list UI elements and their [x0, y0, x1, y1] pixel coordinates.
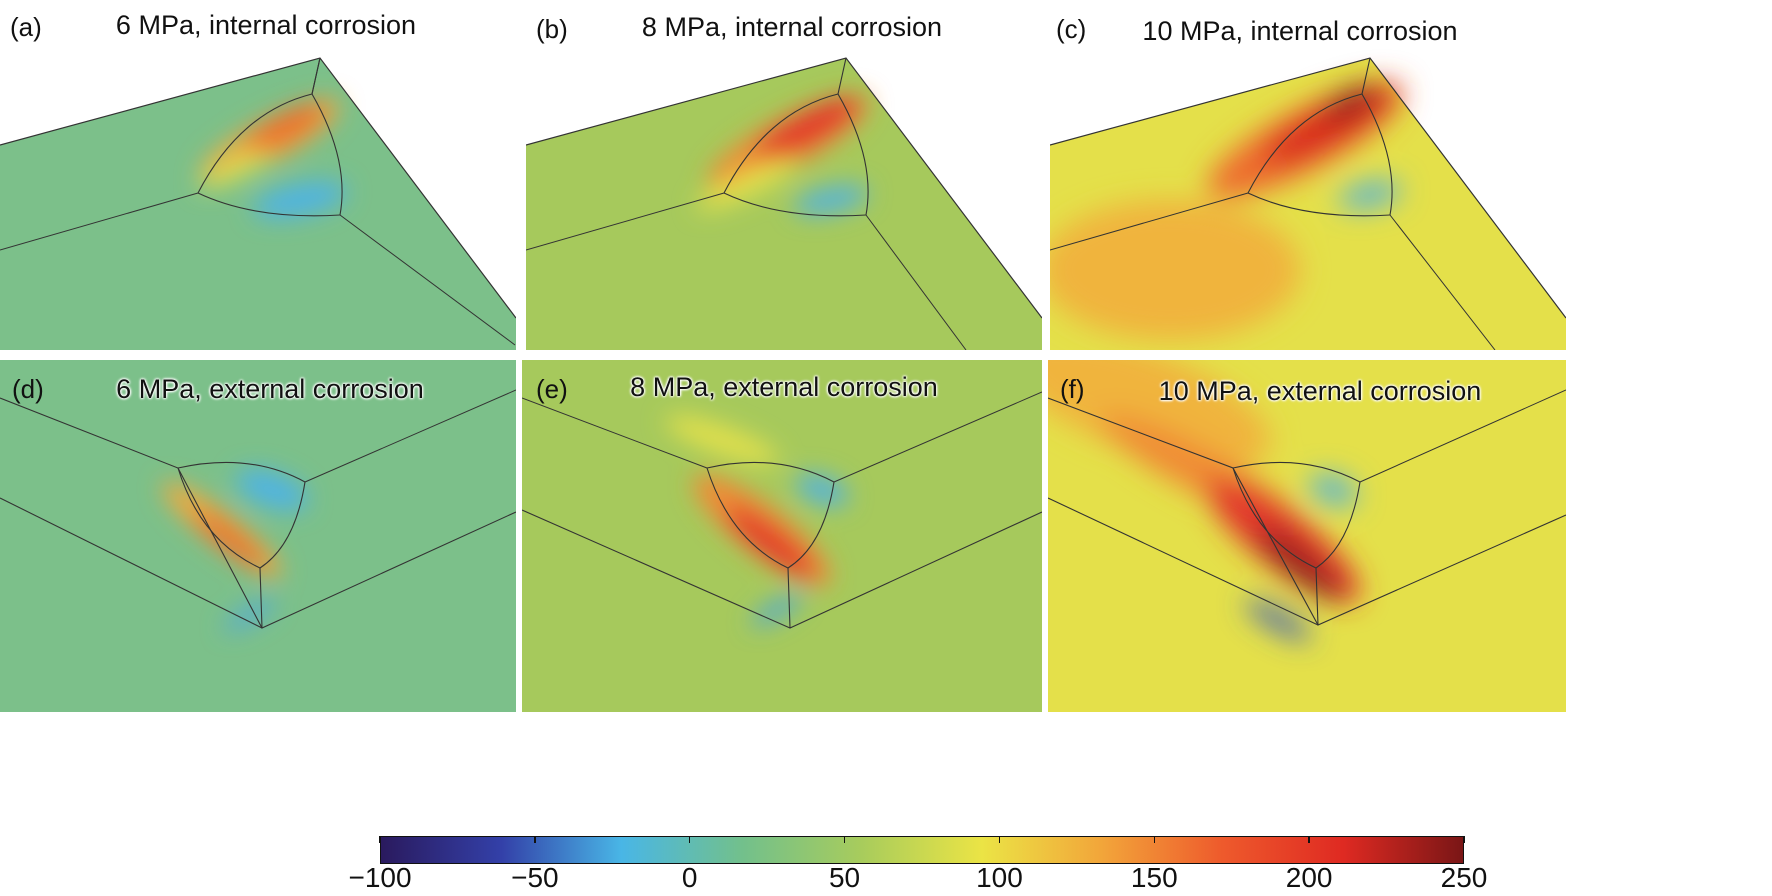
- colorbar-tick-mark: [379, 836, 381, 843]
- panel-e-stress-map: [522, 360, 1042, 712]
- colorbar-tick-label: 100: [976, 862, 1023, 893]
- corrosion-defect-outline: [723, 93, 839, 194]
- panel-b: (b) 8 MPa, internal corrosion: [526, 0, 1042, 350]
- panel-a-title: 6 MPa, internal corrosion: [115, 10, 417, 40]
- panel-e-title: 8 MPa, external corrosion: [630, 372, 938, 402]
- panel-f-label: (f): [1060, 374, 1085, 404]
- panel-e: (e) 8 MPa, external corrosion: [522, 360, 1042, 712]
- colorbar-tick-label: 50: [828, 862, 861, 893]
- panel-b-stress-map: [526, 0, 1042, 350]
- panel-d-label: (d): [12, 374, 44, 404]
- panel-b-label: (b): [536, 14, 568, 44]
- colorbar-tick-label: 200: [1285, 862, 1333, 893]
- colorbar-tick-label: −100: [348, 862, 412, 893]
- panel-f-title: 10 MPa, external corrosion: [1158, 376, 1482, 406]
- panel-c: (c) 10 MPa, internal corrosion: [1050, 0, 1566, 350]
- colorbar-tick-mark: [998, 836, 1001, 843]
- panel-d-title: 6 MPa, external corrosion: [116, 374, 424, 404]
- panel-f: (f) 10 MPa, external corrosion: [1048, 360, 1566, 712]
- corrosion-defect-outline: [177, 461, 306, 483]
- panel-f-stress-map: [1048, 360, 1566, 712]
- panel-a-stress-map: [0, 0, 516, 350]
- colorbar-tick-label: −50: [511, 862, 559, 893]
- stress-colorbar: [380, 836, 1464, 864]
- panel-c-label: (c): [1056, 14, 1087, 44]
- colorbar-tick-mark: [688, 836, 691, 843]
- panel-a: (a) 6 MPa, internal corrosion: [0, 0, 516, 350]
- corrosion-defect-outline: [1232, 461, 1361, 483]
- corrosion-defect-outline: [197, 93, 313, 194]
- colorbar-tick-mark: [1463, 836, 1465, 843]
- panel-b-title: 8 MPa, internal corrosion: [641, 12, 943, 42]
- colorbar-ticks: −100 −50 0 50 100 150 200 250: [348, 818, 1487, 893]
- pipe-surface: [526, 58, 1042, 350]
- panel-e-label: (e): [536, 374, 568, 404]
- colorbar-tick-label: 150: [1130, 862, 1178, 893]
- colorbar-tick-mark: [1308, 836, 1310, 843]
- colorbar-tick-label: 0: [681, 862, 698, 893]
- panel-d: (d) 6 MPa, external corrosion: [0, 360, 516, 712]
- corrosion-defect-outline: [706, 461, 835, 483]
- colorbar-tick-mark: [534, 836, 536, 843]
- colorbar-tick-mark: [1153, 836, 1156, 843]
- corrosion-defect-outline: [1247, 93, 1363, 194]
- colorbar-tick-label: 250: [1440, 862, 1488, 893]
- panel-c-title: 10 MPa, internal corrosion: [1142, 16, 1458, 46]
- panel-c-stress-map: [1050, 0, 1566, 350]
- pipe-surface: [0, 360, 516, 712]
- colorbar-tick-mark: [843, 836, 846, 843]
- panel-d-stress-map: [0, 360, 516, 712]
- panel-a-label: (a): [10, 12, 42, 42]
